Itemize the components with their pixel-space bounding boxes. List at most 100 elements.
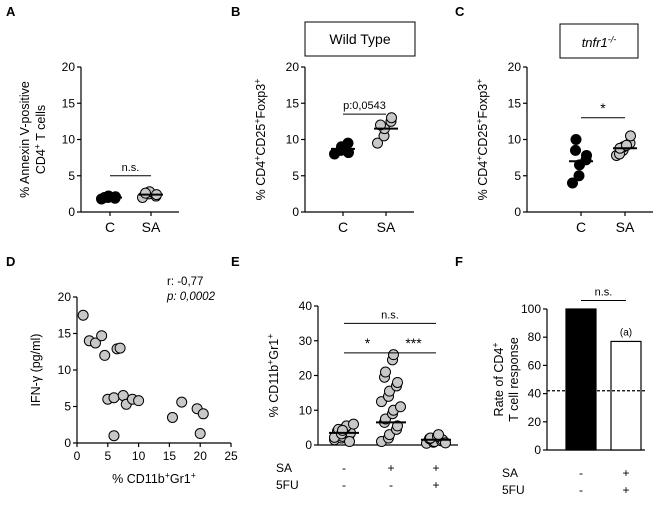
panel-e-condition: - xyxy=(342,478,346,492)
panel-d-point xyxy=(77,309,89,321)
panel-b-ylabel: % CD4+CD25+Foxp3+ xyxy=(253,79,268,201)
panel-e-condition: + xyxy=(387,461,394,475)
panel-b-y-tick-label: 20 xyxy=(286,60,300,74)
panel-d-point xyxy=(176,396,188,408)
panel-f-y-tick-label: 80 xyxy=(528,330,542,344)
panel-e-row-label: 5FU xyxy=(276,478,299,492)
panel-letter-e: E xyxy=(231,254,240,269)
panel-e-y-tick-label: 20 xyxy=(299,369,313,383)
panel-letter-d: D xyxy=(6,254,15,269)
panel-a-ylabel-line2: CD4+ T cells xyxy=(33,105,48,174)
panel-e-point xyxy=(395,401,406,413)
panel-a-y-tick-label: 5 xyxy=(68,169,75,183)
panel-a-y-tick-label: 20 xyxy=(62,60,76,74)
panel-c-y-tick-label: 20 xyxy=(508,60,522,74)
panel-f-y-tick-label: 0 xyxy=(534,443,541,457)
panel-d-r-value: r: -0,77 xyxy=(167,276,203,288)
panel-c-point xyxy=(573,170,585,182)
panel-c-x-tick-label: SA xyxy=(616,219,635,235)
panel-e-condition: - xyxy=(389,478,393,492)
panel-f-bar xyxy=(610,340,642,451)
panel-e-y-tick-label: 10 xyxy=(299,403,313,417)
panel-c-sig-label: * xyxy=(600,100,606,116)
panel-f-y-tick-label: 100 xyxy=(521,302,541,316)
panel-a-point xyxy=(140,187,151,199)
panel-a-y-tick-label: 0 xyxy=(68,205,75,219)
panel-c-point xyxy=(581,149,592,161)
panel-c-y-tick-label: 5 xyxy=(514,169,521,183)
panel-b-y-tick-label: 15 xyxy=(286,96,300,110)
panel-e-ylabel: % CD11b+Gr1+ xyxy=(266,334,281,418)
panel-c-ylabel: % CD4+CD25+Foxp3+ xyxy=(475,79,490,201)
panel-letter-a: A xyxy=(6,4,16,19)
panel-d-y-tick-label: 5 xyxy=(64,400,71,414)
panel-b-point xyxy=(372,137,383,149)
panel-d-x-tick-label: 5 xyxy=(104,449,111,463)
panel-d-point xyxy=(108,430,120,442)
panel-a-plot: 0 5 10 15 20 C SA n.s. % Annexin V-positive CD4+ … xyxy=(18,60,179,235)
panel-e-point xyxy=(380,366,391,378)
panel-d-y-tick-label: 20 xyxy=(58,290,72,304)
panel-d-y-tick-label: 0 xyxy=(64,436,71,450)
panel-c-point xyxy=(625,130,636,142)
panel-b-title-box xyxy=(304,21,416,57)
panel-f-ylabel-line1: Rate of CD4+ xyxy=(491,343,506,417)
panel-a-y-tick-label: 10 xyxy=(62,133,76,147)
panel-f-y-tick-label: 60 xyxy=(528,358,542,372)
panel-e-condition: - xyxy=(342,461,346,475)
panel-letter-b: B xyxy=(231,4,240,19)
panel-b-point xyxy=(342,137,354,149)
panel-d-x-tick-label: 0 xyxy=(74,449,81,463)
panel-d-x-tick-label: 25 xyxy=(224,449,238,463)
panel-f-row-label: 5FU xyxy=(502,483,525,497)
panel-a-x-tick-label: C xyxy=(105,219,115,235)
panel-d-point xyxy=(133,395,145,407)
panel-c-title-box xyxy=(559,23,639,59)
panel-f-sig-label: n.s. xyxy=(595,287,613,299)
panel-e-condition: + xyxy=(432,461,439,475)
panel-e-sig-label: *** xyxy=(405,335,422,351)
panel-b-sig-label: p:0,0543 xyxy=(343,100,386,112)
panel-d-y-tick-label: 10 xyxy=(58,363,72,377)
panel-b-x-tick-label: SA xyxy=(377,219,396,235)
panel-f-condition: + xyxy=(622,483,629,497)
panel-a-x-tick-label: SA xyxy=(142,219,161,235)
panel-f-ylabel-line2: T cell response xyxy=(507,337,521,422)
panel-e-row-label: SA xyxy=(276,461,292,475)
panel-f-row-label: SA xyxy=(502,466,518,480)
panel-f-y-tick-label: 20 xyxy=(528,415,542,429)
panel-letter-f: F xyxy=(455,254,463,269)
panel-d-point xyxy=(194,428,206,440)
panel-f-bar xyxy=(565,308,597,451)
panel-e-y-tick-label: 30 xyxy=(299,334,313,348)
panel-d-point xyxy=(114,342,126,354)
panel-letter-c: C xyxy=(455,4,465,19)
panel-b-y-tick-label: 5 xyxy=(292,169,299,183)
panel-d-x-tick-label: 20 xyxy=(194,449,208,463)
panel-c-y-tick-label: 10 xyxy=(508,133,522,147)
panel-c-y-tick-label: 0 xyxy=(514,205,521,219)
panel-f-condition: + xyxy=(622,466,629,480)
panel-f-bar-label: (a) xyxy=(620,327,632,338)
panel-e-sig-label: n.s. xyxy=(381,309,399,321)
panel-c-point xyxy=(570,134,582,145)
panel-d-point xyxy=(108,392,120,404)
panel-f-y-tick-label: 40 xyxy=(528,387,542,401)
panel-e-condition: + xyxy=(432,478,439,492)
panel-e-point xyxy=(348,418,359,430)
panel-e-point xyxy=(337,424,348,436)
panel-f-condition: - xyxy=(579,483,583,497)
panel-f-condition: - xyxy=(579,466,583,480)
panel-b-plot: 0 5 10 15 20 C SA p:0,0543 % CD4+CD25+Foxp3+ Wild… xyxy=(253,21,416,235)
panel-b-y-tick-label: 0 xyxy=(292,205,299,219)
panel-b-x-tick-label: C xyxy=(338,219,348,235)
panel-c-y-tick-label: 15 xyxy=(508,96,522,110)
panel-c-point xyxy=(567,177,578,189)
panel-d-point xyxy=(197,408,209,420)
panel-d-x-tick-label: 15 xyxy=(163,449,177,463)
panel-b-point xyxy=(375,119,386,131)
panel-d-y-tick-label: 15 xyxy=(58,327,72,341)
panel-f-plot: 0 20 40 60 80 100 (a) n.s. SA - +5FU - + Rate of CD4+… xyxy=(491,287,645,497)
